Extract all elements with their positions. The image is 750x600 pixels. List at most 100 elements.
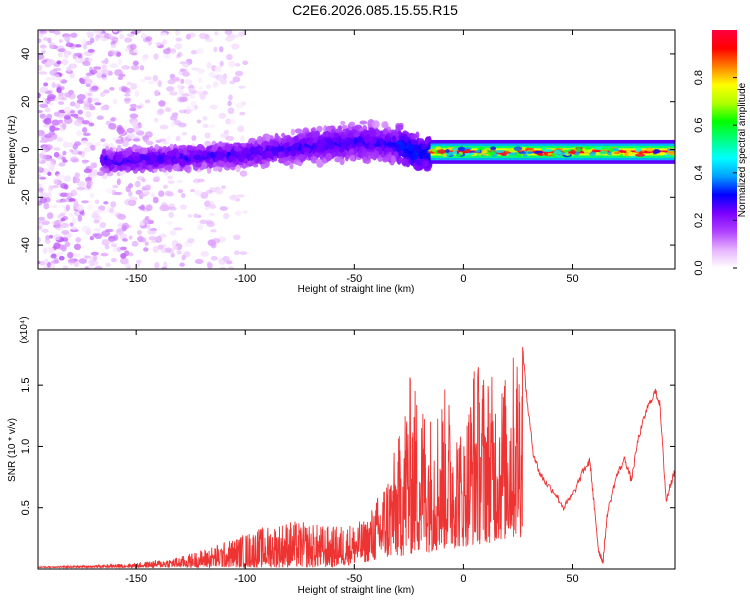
spectrogram-cell bbox=[115, 139, 124, 145]
spectrogram-xtick-label: -150 bbox=[125, 273, 147, 285]
spectrogram-cell bbox=[87, 48, 95, 53]
spectrogram-cell bbox=[145, 36, 153, 42]
spectrogram-cell bbox=[95, 34, 100, 41]
spectrogram-cell bbox=[69, 222, 74, 227]
spectrogram-cell bbox=[101, 230, 111, 237]
spectrogram-cell bbox=[609, 147, 615, 153]
spectrogram-cell bbox=[96, 171, 105, 176]
spectrogram-cell bbox=[179, 204, 188, 210]
spectrogram-cell bbox=[53, 220, 60, 227]
spectrogram-cell bbox=[95, 30, 101, 36]
spectrogram-cell bbox=[522, 153, 528, 157]
spectrogram-cell bbox=[74, 102, 81, 109]
spectrogram-cell bbox=[121, 140, 130, 148]
spectrogram-cell bbox=[666, 150, 675, 156]
spectrogram-cell bbox=[217, 160, 226, 168]
spectrogram-cell bbox=[189, 93, 196, 99]
snr-xtick-label: -50 bbox=[346, 573, 362, 585]
spectrogram-ytick-label: 20 bbox=[20, 96, 32, 108]
spectrogram-cell bbox=[123, 93, 131, 97]
spectrogram-cell bbox=[126, 127, 135, 134]
spectrogram-cell bbox=[49, 164, 56, 171]
spectrogram-cell bbox=[77, 109, 83, 115]
spectrogram-cell bbox=[39, 86, 49, 94]
spectrogram-cell bbox=[99, 33, 105, 37]
spectrogram-cell bbox=[84, 57, 89, 62]
spectrogram-band bbox=[427, 139, 675, 164]
spectrogram-cell bbox=[39, 103, 49, 109]
spectrogram-cell bbox=[191, 135, 197, 141]
spectrogram-cell bbox=[154, 89, 160, 97]
spectrogram-cell bbox=[50, 159, 57, 166]
spectrogram-cell bbox=[553, 150, 562, 155]
spectrogram-cell bbox=[340, 158, 345, 164]
spectrogram-cell bbox=[53, 233, 61, 241]
spectrogram-cell bbox=[38, 173, 42, 179]
spectrogram-cell bbox=[224, 143, 231, 151]
spectrogram-cell bbox=[166, 191, 175, 197]
spectrogram-cell bbox=[240, 135, 245, 143]
spectrogram-cell bbox=[125, 185, 131, 193]
spectrogram-cell bbox=[75, 237, 82, 243]
spectrogram-cell bbox=[120, 252, 127, 259]
spectrogram-cell bbox=[420, 143, 428, 150]
spectrogram-cell bbox=[201, 162, 208, 170]
spectrogram-cell bbox=[347, 132, 354, 139]
spectrogram-cell bbox=[61, 198, 70, 203]
spectrogram-cell bbox=[233, 250, 240, 256]
spectrogram-cell bbox=[233, 146, 242, 152]
page-title: C2E6.2026.085.15.55.R15 bbox=[292, 2, 458, 18]
snr-xlabel: Height of straight line (km) bbox=[298, 585, 415, 596]
spectrogram-cell bbox=[116, 124, 123, 131]
spectrogram-cell bbox=[167, 180, 175, 184]
spectrogram-cell bbox=[38, 236, 41, 244]
spectrogram-cell bbox=[490, 146, 497, 151]
spectrogram-cell bbox=[143, 54, 149, 59]
spectrogram-cell bbox=[47, 171, 52, 177]
spectrogram-cell bbox=[197, 178, 205, 183]
spectrogram-cell bbox=[348, 121, 356, 127]
spectrogram-cell bbox=[57, 52, 63, 58]
spectrogram-cell bbox=[38, 129, 45, 137]
spectrogram-cell bbox=[198, 32, 207, 40]
spectrogram-cell bbox=[193, 154, 201, 161]
spectrogram-cell bbox=[565, 153, 571, 156]
spectrogram-cell bbox=[124, 263, 131, 268]
spectrogram-cell bbox=[183, 165, 191, 172]
spectrogram-cell bbox=[219, 60, 224, 67]
spectrogram-cell bbox=[122, 165, 128, 171]
spectrogram-cell bbox=[180, 192, 186, 199]
spectrogram-cell bbox=[60, 217, 66, 222]
spectrogram-cell bbox=[142, 135, 150, 142]
spectrogram-cell bbox=[134, 90, 140, 97]
spectrogram-cell bbox=[131, 240, 139, 247]
spectrogram-cell bbox=[57, 214, 62, 219]
spectrogram-cell bbox=[134, 148, 140, 153]
spectrogram-cell bbox=[68, 212, 73, 217]
spectrogram-cell bbox=[93, 216, 102, 220]
spectrogram-cell bbox=[248, 156, 254, 161]
spectrogram-cell bbox=[584, 146, 591, 150]
spectrogram-cell bbox=[177, 189, 184, 194]
spectrogram-cell bbox=[224, 30, 233, 36]
colorbar-tick-label: 0.4 bbox=[693, 165, 705, 180]
spectrogram-cell bbox=[141, 186, 147, 191]
spectrogram-cell bbox=[418, 150, 424, 160]
spectrogram-cell bbox=[49, 43, 55, 50]
spectrogram-cell bbox=[308, 137, 314, 146]
spectrogram-xtick-label: -50 bbox=[346, 273, 362, 285]
snr-ytick-label: 0.5 bbox=[20, 500, 32, 515]
spectrogram-ylabel: Frequency (Hz) bbox=[7, 116, 18, 185]
spectrogram-cell bbox=[41, 228, 49, 233]
spectrogram-cell bbox=[635, 153, 646, 157]
spectrogram-cell bbox=[61, 58, 69, 66]
spectrogram-cell bbox=[49, 69, 58, 76]
spectrogram-cell bbox=[613, 147, 620, 152]
spectrogram-cell bbox=[157, 190, 165, 198]
spectrogram-cell bbox=[126, 133, 136, 139]
spectrogram-cell bbox=[209, 212, 215, 216]
spectrogram-cell bbox=[599, 150, 608, 155]
spectrogram-cell bbox=[167, 175, 173, 180]
spectrogram-cell bbox=[196, 68, 205, 74]
spectrogram-cell bbox=[410, 133, 418, 140]
